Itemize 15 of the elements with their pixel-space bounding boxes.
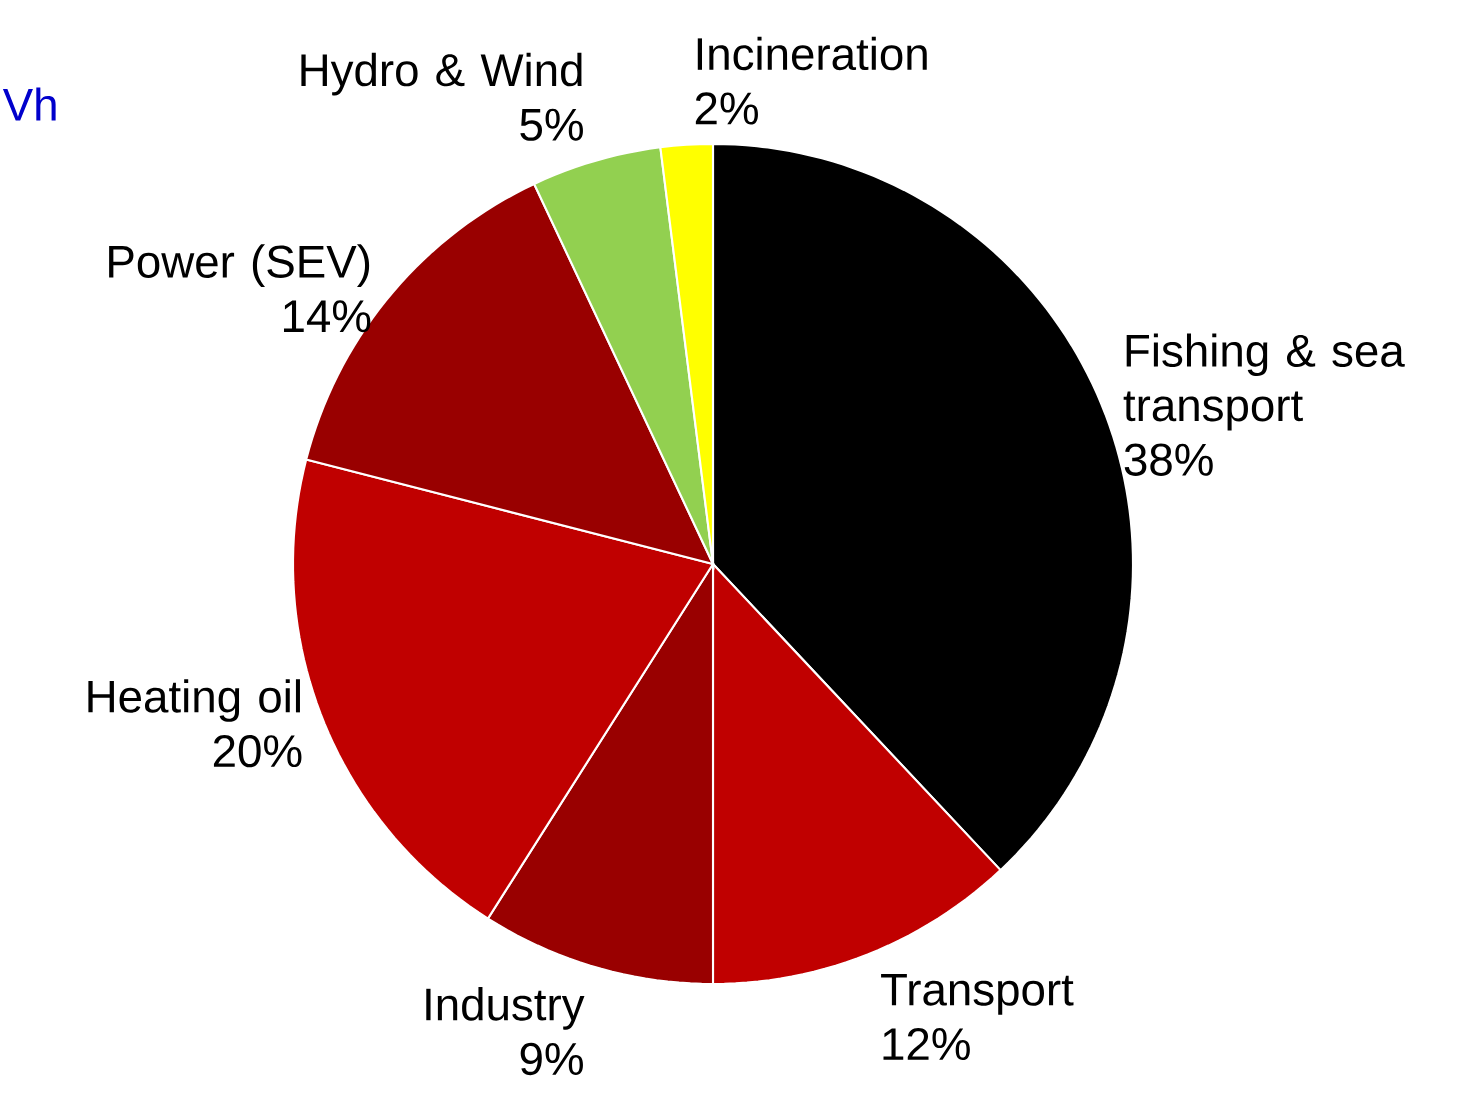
slice-label: Industry [426, 987, 585, 1030]
data-label: 12% [883, 1027, 970, 1061]
data-label: 38% [1124, 443, 1213, 476]
slice-label: Hydro & Wind [301, 52, 582, 96]
data-label: 20% [213, 734, 302, 768]
data-label: 5% [520, 108, 583, 141]
slice-label: Heating oil [88, 679, 300, 722]
data-label: 14% [283, 300, 371, 333]
data-label: 9% [520, 1042, 583, 1076]
text: Vh [2, 87, 56, 121]
data-label: 2% [695, 92, 758, 125]
slice-label: Fishing & sea transport [1123, 333, 1405, 431]
slice-label: Transport [881, 973, 1074, 1015]
slice-label: Incineration [697, 36, 927, 71]
slice-label: Power (SEV) [109, 244, 370, 287]
